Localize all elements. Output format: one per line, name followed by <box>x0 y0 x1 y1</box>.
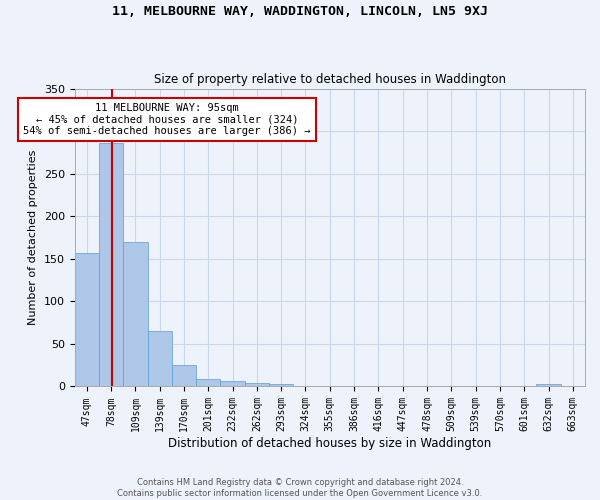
Bar <box>220 382 245 386</box>
Bar <box>196 379 220 386</box>
Bar <box>536 384 560 386</box>
Bar <box>172 365 196 386</box>
Bar <box>123 242 148 386</box>
X-axis label: Distribution of detached houses by size in Waddington: Distribution of detached houses by size … <box>168 437 491 450</box>
Y-axis label: Number of detached properties: Number of detached properties <box>28 150 38 325</box>
Bar <box>269 384 293 386</box>
Bar <box>74 253 99 386</box>
Title: Size of property relative to detached houses in Waddington: Size of property relative to detached ho… <box>154 73 506 86</box>
Bar <box>148 331 172 386</box>
Text: 11 MELBOURNE WAY: 95sqm
← 45% of detached houses are smaller (324)
54% of semi-d: 11 MELBOURNE WAY: 95sqm ← 45% of detache… <box>23 103 311 136</box>
Bar <box>245 383 269 386</box>
Bar <box>99 143 123 386</box>
Text: Contains HM Land Registry data © Crown copyright and database right 2024.
Contai: Contains HM Land Registry data © Crown c… <box>118 478 482 498</box>
Text: 11, MELBOURNE WAY, WADDINGTON, LINCOLN, LN5 9XJ: 11, MELBOURNE WAY, WADDINGTON, LINCOLN, … <box>112 5 488 18</box>
